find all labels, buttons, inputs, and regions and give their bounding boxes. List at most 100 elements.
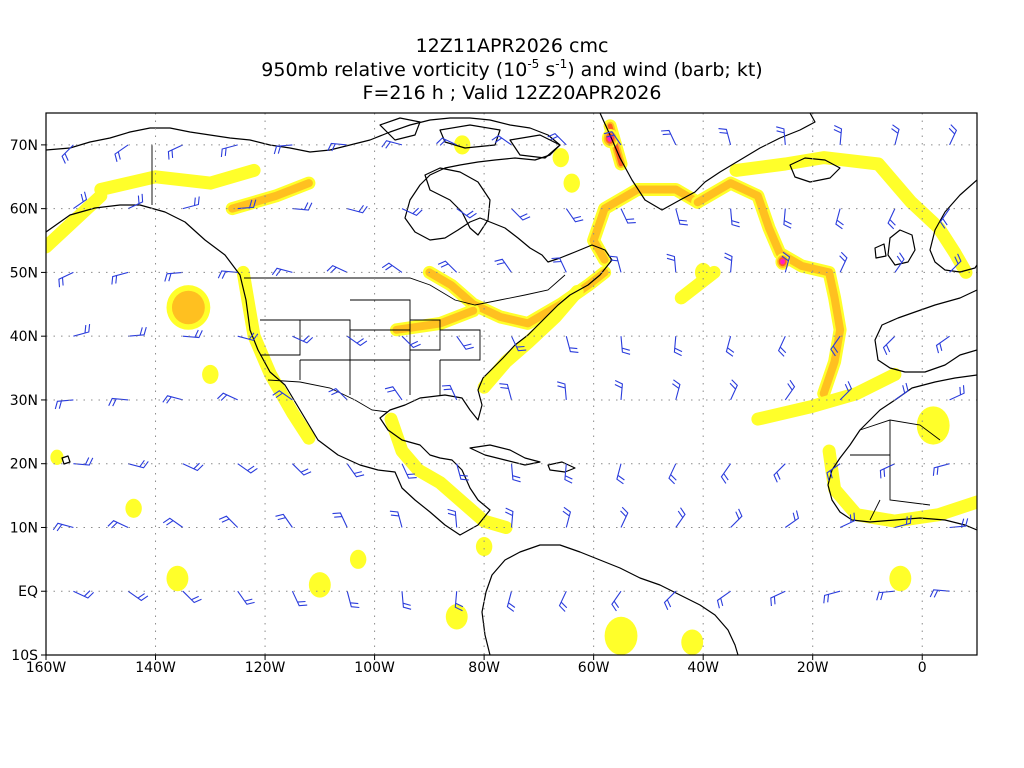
coastline-greenland xyxy=(599,113,816,211)
wind-barb xyxy=(108,397,129,407)
wind-barb xyxy=(620,336,631,355)
x-tick-label: 20W xyxy=(797,660,829,676)
wind-barb xyxy=(730,208,740,228)
vorticity-band xyxy=(729,151,973,279)
wind-barb xyxy=(833,125,843,145)
wind-barb xyxy=(839,381,853,401)
wind-barb xyxy=(948,124,958,146)
map-frame xyxy=(45,112,978,656)
wind-barb xyxy=(565,208,584,223)
coastline-cuba xyxy=(469,444,541,466)
y-tick-label: 40N xyxy=(10,329,38,345)
wind-barb xyxy=(547,132,567,146)
vorticity-band xyxy=(46,189,108,254)
wind-barb xyxy=(164,271,183,282)
wind-barb xyxy=(182,329,203,339)
wind-barb xyxy=(564,463,573,484)
wind-barb xyxy=(328,387,348,401)
wind-barb xyxy=(346,335,368,347)
wind-barb xyxy=(346,463,365,478)
wind-barb xyxy=(558,590,568,612)
wind-barb xyxy=(275,513,293,528)
vorticity-band xyxy=(384,412,513,534)
x-tick-label: 60W xyxy=(578,660,610,676)
wind-barb xyxy=(447,508,458,528)
wind-barb xyxy=(454,591,464,612)
wind-barb xyxy=(389,510,403,528)
wind-barb xyxy=(661,129,677,146)
vorticity-blob xyxy=(453,135,471,155)
wind-barb xyxy=(220,144,238,158)
wind-barb xyxy=(614,380,623,400)
y-tick-label: 20N xyxy=(10,457,38,473)
lat-lon-grid xyxy=(46,113,977,655)
wind-barb xyxy=(237,590,255,605)
axis-ticks: 160W 140W 120W 100W 80W 60W 40W 20W 0 70N 60N 50N 40… xyxy=(10,138,927,676)
wind-barb xyxy=(73,324,91,337)
vorticity-blob xyxy=(916,406,950,445)
wind-barb xyxy=(781,251,791,273)
title-line-2-post: ) and wind (barb; kt) xyxy=(567,59,763,81)
wind-barb xyxy=(511,335,527,352)
vorticity-blob xyxy=(50,449,64,465)
y-tick-label: 70N xyxy=(10,138,38,154)
wind-barb xyxy=(511,208,531,221)
wind-barb xyxy=(784,379,796,401)
vorticity-band xyxy=(589,185,702,264)
x-tick-label: 80W xyxy=(468,660,500,676)
wind-barb xyxy=(167,144,184,160)
title-line-2-pre: 950mb relative vorticity (10 xyxy=(261,59,527,81)
wind-barb xyxy=(272,390,293,401)
title-line-2-mid: s xyxy=(539,59,555,81)
wind-barb xyxy=(107,520,129,529)
title-line-3: F=216 h ; Valid 12Z20APR2026 xyxy=(363,82,662,104)
x-tick-label: 40W xyxy=(687,660,719,676)
wind-barb xyxy=(437,260,458,273)
wind-barb xyxy=(127,590,149,602)
wind-barb xyxy=(54,399,74,410)
wind-barb xyxy=(346,591,360,609)
wind-barb xyxy=(949,385,965,401)
vorticity-band xyxy=(693,179,845,398)
wind-barb xyxy=(876,590,895,601)
wind-barb xyxy=(675,208,688,226)
wind-barb xyxy=(673,336,683,357)
wind-barb xyxy=(327,142,348,152)
coastline-hudson-bay xyxy=(424,167,491,236)
wind-barb xyxy=(114,144,129,162)
wind-barb xyxy=(494,258,512,273)
wind-barb xyxy=(718,128,732,146)
coastline-iberia xyxy=(874,289,977,373)
wind-barb xyxy=(620,208,636,224)
wind-barb xyxy=(73,590,94,599)
border-us-canada xyxy=(244,274,566,306)
wind-barb xyxy=(111,271,129,285)
wind-barb xyxy=(182,462,204,472)
wind-barb xyxy=(436,137,457,146)
vorticity-blob xyxy=(308,572,331,598)
wind-barb xyxy=(127,193,144,210)
wind-barb xyxy=(456,463,469,481)
wind-barb xyxy=(506,591,516,612)
map-plot-area xyxy=(46,113,977,655)
wind-barb xyxy=(565,336,579,353)
wind-barb xyxy=(491,135,512,146)
wind-barb xyxy=(668,463,677,485)
vorticity-blob xyxy=(889,565,912,592)
vorticity-blob xyxy=(125,498,142,518)
wind-barb xyxy=(939,208,951,229)
x-tick-label: 160W xyxy=(26,660,67,676)
x-tick-label: 100W xyxy=(354,660,395,676)
wind-barb xyxy=(611,590,622,612)
wind-barb xyxy=(127,459,149,469)
vorticity-blob xyxy=(166,565,189,592)
wind-barb xyxy=(777,335,787,357)
wind-barb xyxy=(823,590,841,604)
wind-barb xyxy=(882,335,896,356)
vorticity-band xyxy=(822,444,977,528)
wind-barb xyxy=(73,457,94,466)
wind-barb xyxy=(162,517,184,528)
wind-barb xyxy=(776,126,786,145)
y-tick-label: 60N xyxy=(10,202,38,218)
